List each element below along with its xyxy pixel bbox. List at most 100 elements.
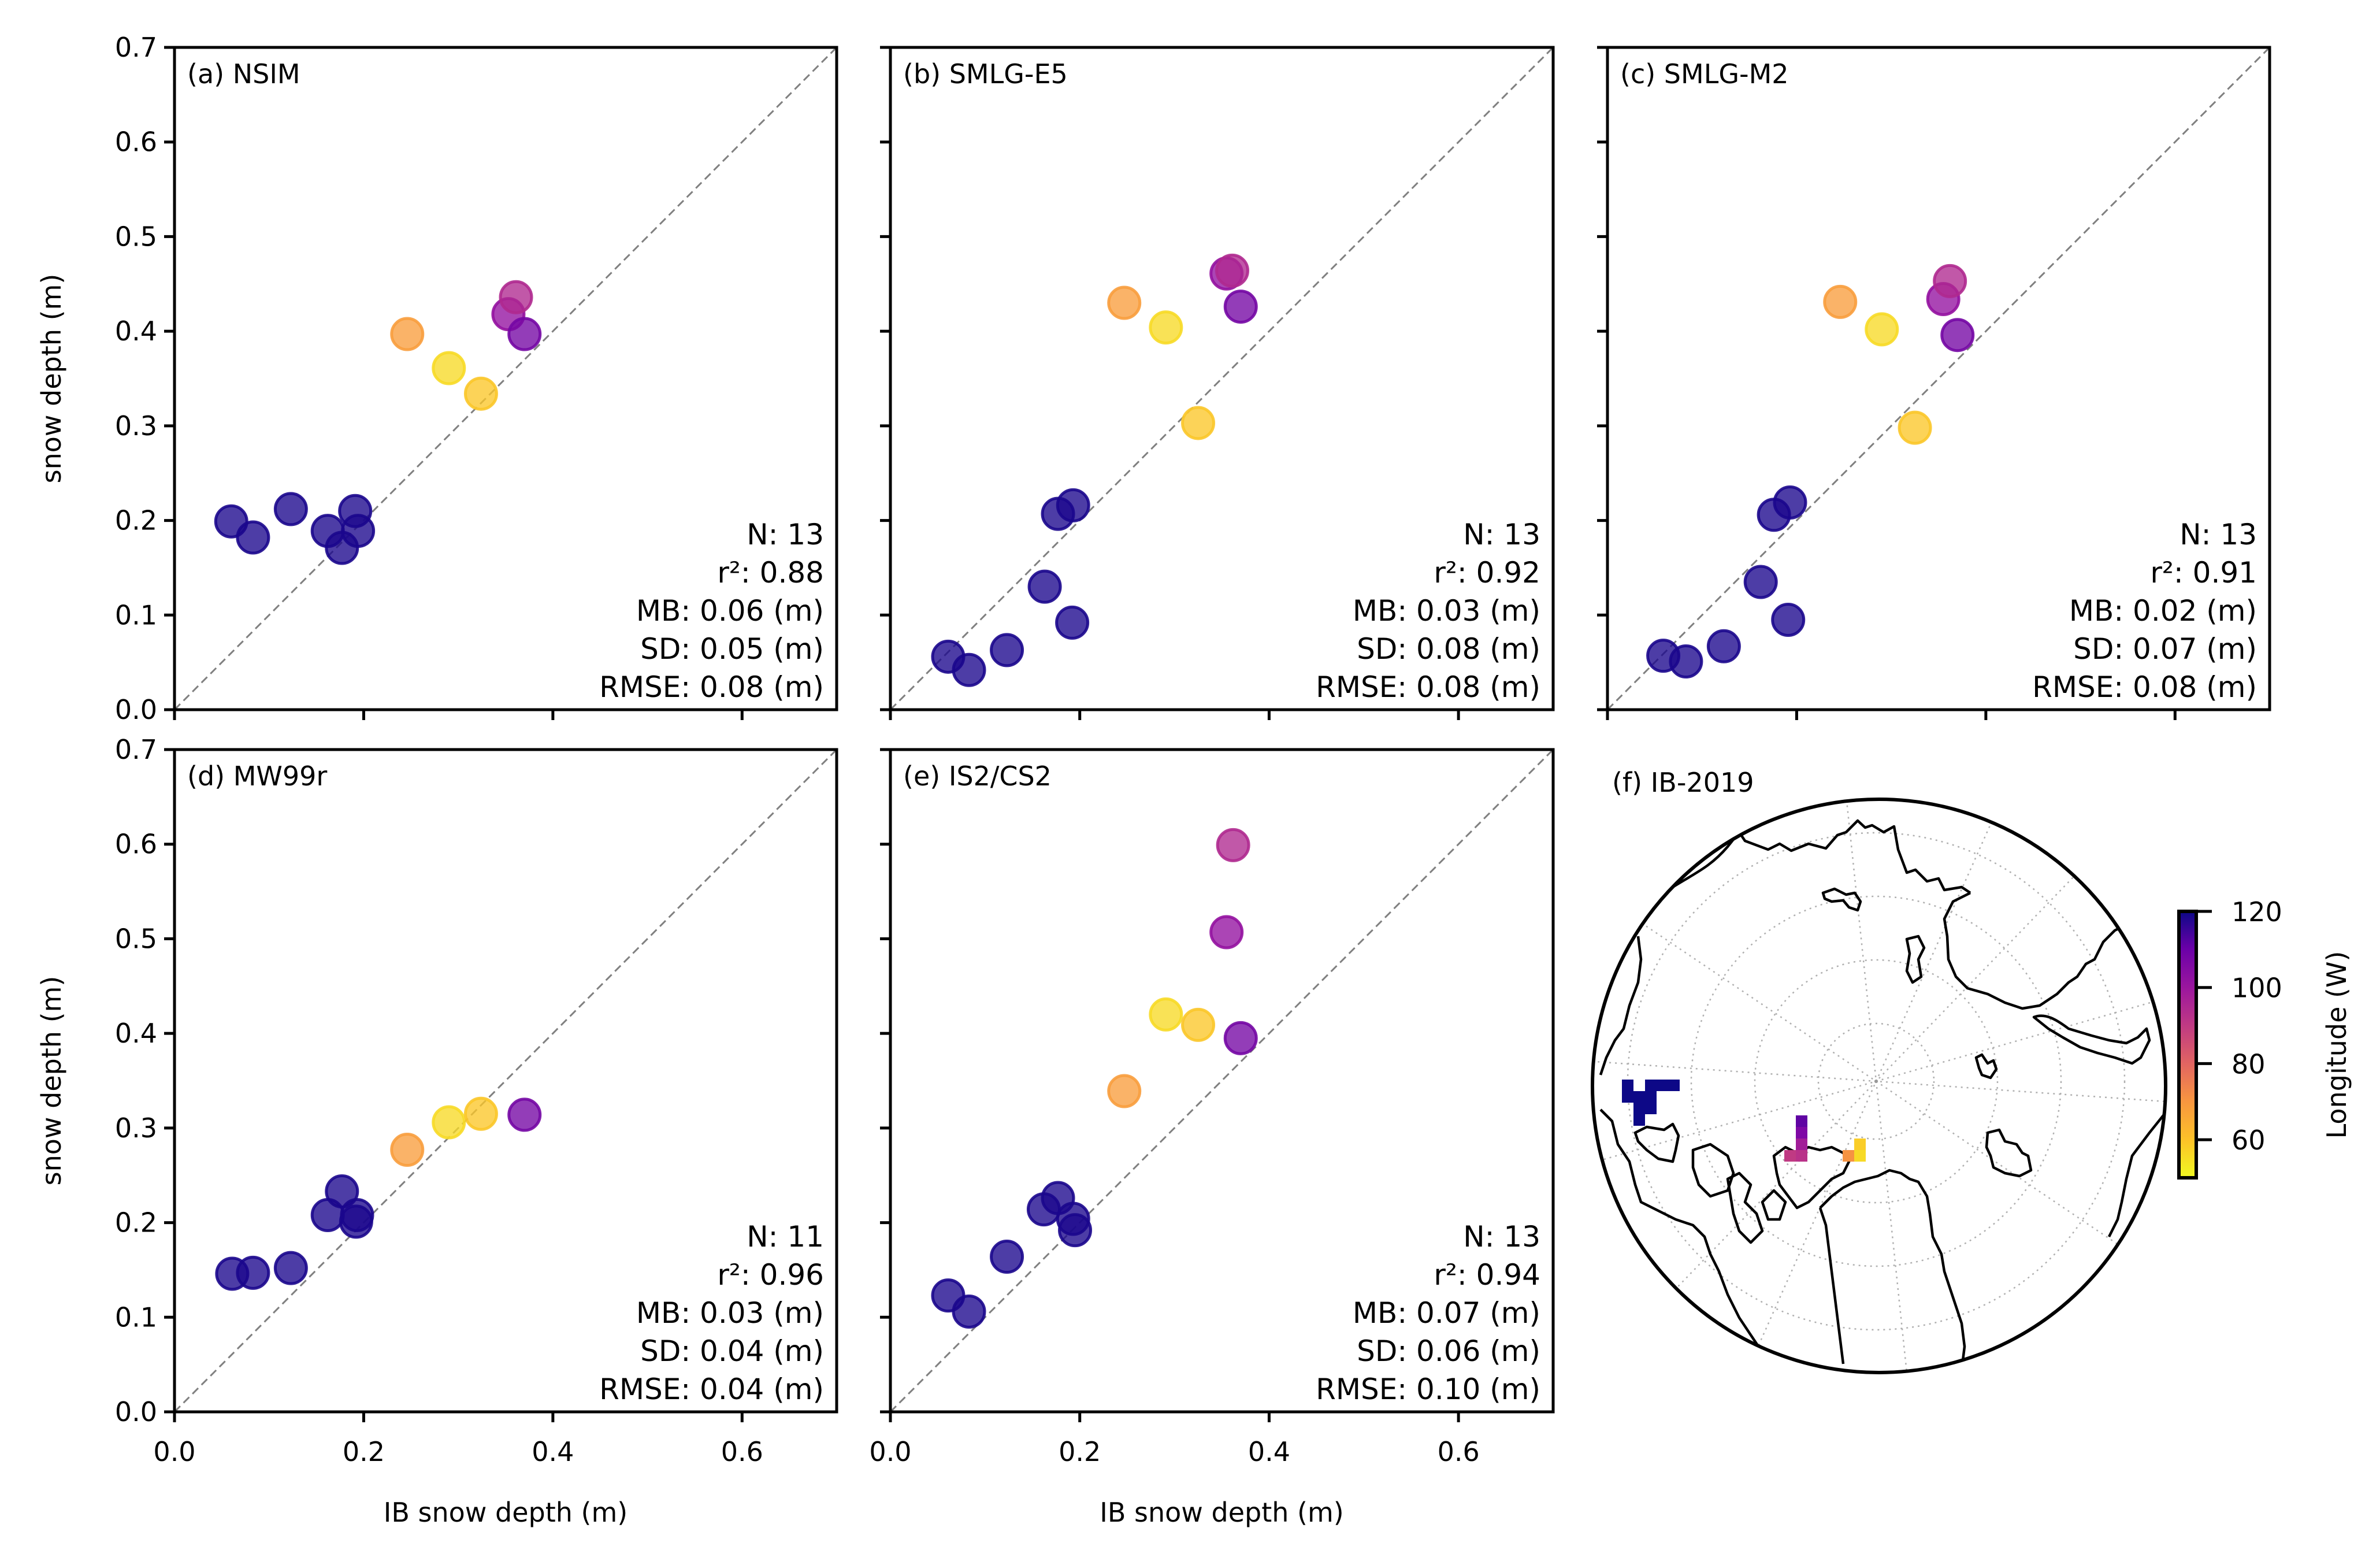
map-data-cell [1784,1150,1796,1162]
panel-title: (c) SMLG-M2 [1620,58,1789,90]
y-tick-label: 0.5 [115,923,157,954]
latitude-circle [1817,1022,1935,1140]
stat-line: RMSE: 0.08 (m) [599,670,824,704]
colorbar-ticks: 60 80 100 120 [2196,896,2282,1156]
y-tick-label: 0.1 [115,599,157,631]
map-data-cell [1668,1080,1680,1091]
coastline-novaya-zemlya [2032,1014,2151,1065]
coastline-scandinavia [2107,1111,2166,1238]
map-data-cell [1633,1114,1645,1126]
scatter-point [1149,997,1183,1032]
coastline-banks-island [1633,1122,1680,1163]
panel-b: (b) SMLG-E5 N: 13 r²: 0.92 MB: 0.03 (m) SD: … [880,46,1555,720]
colorbar-tick-label: 60 [2232,1125,2266,1156]
coastline-victoria-island [1691,1143,1735,1198]
x-tick-label: 0.4 [532,1436,574,1467]
x-axis-label: IB snow depth (m) [384,1497,628,1528]
stat-line: r²: 0.96 [717,1258,824,1292]
stat-line: RMSE: 0.10 (m) [1316,1373,1540,1406]
x-tick-label: 0.2 [343,1436,385,1467]
scatter-point [990,633,1024,667]
stat-line: N: 13 [2179,518,2257,551]
stat-line: RMSE: 0.04 (m) [599,1373,824,1406]
map-data-cell [1854,1138,1866,1150]
scatter-point [325,1174,359,1209]
axes-frame [889,46,1555,711]
stat-line: SD: 0.07 (m) [2073,632,2257,666]
coastline-severnaya-zemlya [1905,934,1926,984]
scatter-point [432,351,466,385]
one-to-one-line [173,748,838,1413]
stat-line: r²: 0.94 [1434,1258,1540,1292]
y-tick-label: 0.7 [115,32,157,63]
coastline-taymyr [1943,891,2150,1010]
map-data-cell [1645,1103,1657,1114]
y-tick-label: 0.3 [115,410,157,442]
map-data-cell [1622,1091,1633,1103]
scatter-point [390,317,425,351]
one-to-one-line [889,46,1554,711]
scatter-point [507,317,542,351]
scatter-point [1223,1021,1258,1055]
coastline-new-siberian-islands [1821,887,1862,912]
scatter-point [236,1255,270,1290]
scatter-point [340,1197,374,1232]
scatter-point [273,1251,308,1285]
scatter-point [432,1105,466,1140]
panel-title: (a) NSIM [187,58,300,90]
y-tick-label: 0.2 [115,505,157,536]
x-tick-label: 0.0 [869,1436,911,1467]
y-axis-label: snow depth (m) [36,976,67,1186]
map-data-cell [1633,1103,1645,1114]
stat-line: SD: 0.05 (m) [640,632,824,666]
scatter-point [1706,629,1741,663]
x-tick-label: 0.2 [1059,1436,1101,1467]
y-tick-label: 0.0 [115,694,157,725]
scatter-point [1215,253,1250,288]
panel-e: 0.0 0.2 0.4 0.6 IB snow depth (m) (e) IS2/CS2… [869,748,1555,1528]
stat-line: r²: 0.88 [717,556,824,589]
scatter-point [1056,488,1090,522]
map-data-cell [1633,1091,1645,1103]
map-data-cell [1657,1080,1668,1091]
colorbar-gradient [2179,911,2196,1178]
colorbar: 60 80 100 120 Longitude (W) [2177,896,2352,1180]
stat-line: N: 11 [747,1220,824,1254]
one-to-one-line [889,748,1554,1413]
scatter-point [1209,915,1244,950]
y-tick-label: 0.6 [115,829,157,860]
scatter-point [236,520,270,555]
stat-line: N: 13 [747,518,824,551]
panel-title: (e) IS2/CS2 [903,761,1052,792]
scatter-point [990,1240,1024,1274]
one-to-one-line [173,46,838,711]
data-cells [1622,1080,1866,1162]
one-to-one-line [1606,46,2271,711]
axes-frame [889,748,1555,1414]
scatter-point [1898,410,1932,445]
y-tick-label: 0.4 [115,1018,157,1049]
coastline-russia [1672,819,1971,894]
panel-c: (c) SMLG-M2 N: 13 r²: 0.91 MB: 0.02 (m) SD: … [1597,46,2271,720]
scatter-point [1669,644,1703,679]
colorbar-label: Longitude (W) [2321,951,2352,1139]
y-tick-label: 0.0 [115,1396,157,1427]
map-data-cell [1796,1115,1807,1127]
axes-frame [173,748,838,1414]
scatter-point [952,652,986,687]
stat-line: MB: 0.02 (m) [2069,594,2257,628]
scatter-point [273,492,308,526]
stat-line: SD: 0.04 (m) [640,1334,824,1368]
stat-line: MB: 0.03 (m) [1353,594,1540,628]
map-content [1592,799,2166,1373]
stat-line: SD: 0.08 (m) [1357,632,1540,666]
scatter-point [1107,1074,1142,1108]
scatter-point [1181,1007,1216,1042]
coastline-arctic-archipelago [1726,1171,1787,1244]
map-data-cell [1645,1080,1657,1091]
axes-frame [1606,46,2271,711]
scatter-point [1773,485,1807,520]
pole-marker [1874,1080,1878,1083]
stat-line: N: 13 [1463,1220,1540,1254]
